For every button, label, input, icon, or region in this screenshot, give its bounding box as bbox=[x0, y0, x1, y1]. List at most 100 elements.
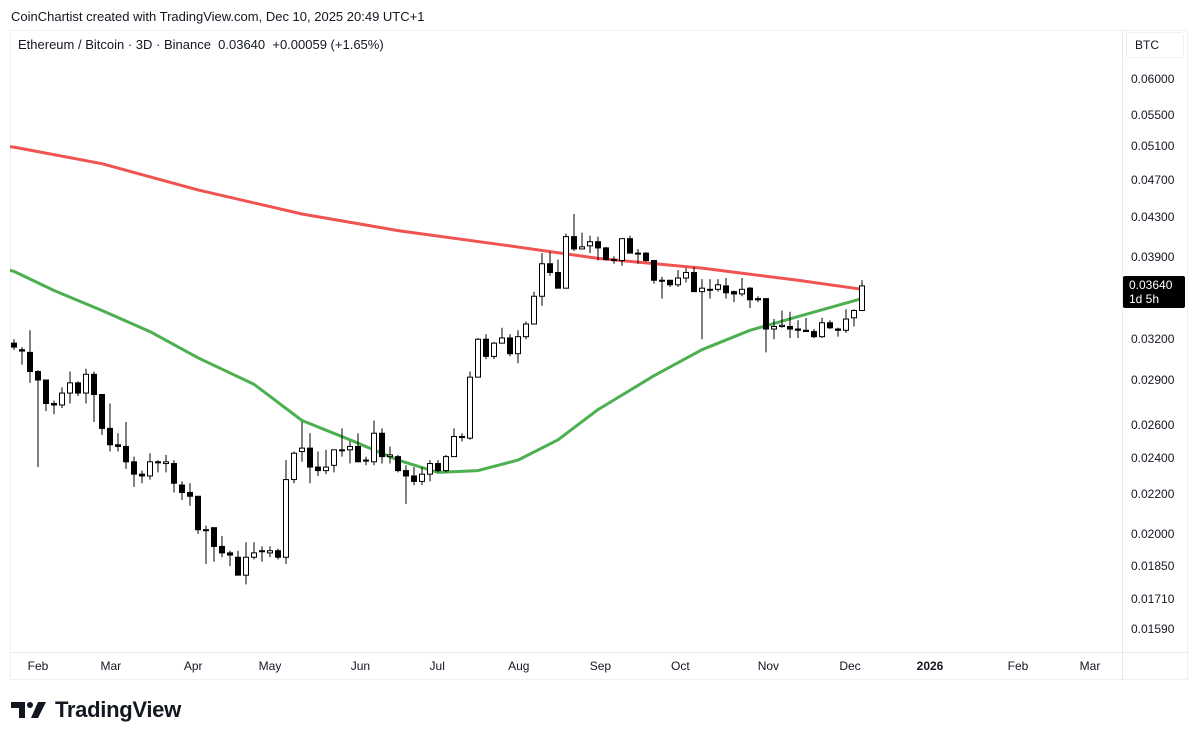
candle bbox=[611, 256, 617, 264]
currency-button[interactable]: BTC bbox=[1126, 32, 1184, 58]
candle-body-down bbox=[747, 287, 753, 301]
candle bbox=[803, 317, 809, 333]
candle bbox=[67, 371, 73, 404]
time-tick-label: Jul bbox=[429, 659, 445, 673]
candle-body-up bbox=[363, 459, 369, 462]
symbol-legend[interactable]: Ethereum / Bitcoin · 3D · Binance 0.0364… bbox=[18, 37, 384, 52]
candle-body-down bbox=[603, 247, 609, 260]
candle bbox=[619, 238, 625, 266]
candle bbox=[179, 481, 185, 501]
candle-body-down bbox=[187, 491, 193, 497]
candle-body-down bbox=[211, 527, 217, 547]
time-tick-label: Feb bbox=[1007, 659, 1029, 673]
candle bbox=[659, 276, 665, 299]
candle bbox=[787, 311, 793, 338]
price-tick-label: 0.04300 bbox=[1131, 209, 1175, 224]
candle bbox=[123, 422, 129, 469]
candle-body-down bbox=[651, 260, 657, 281]
candle-body-up bbox=[843, 318, 849, 331]
price-tick-label: 0.03200 bbox=[1131, 332, 1175, 347]
candle bbox=[227, 550, 233, 567]
candle-body-up bbox=[635, 252, 641, 255]
candle bbox=[459, 433, 465, 442]
candle bbox=[731, 290, 737, 303]
candle bbox=[451, 428, 457, 458]
candle-body-up bbox=[387, 454, 393, 458]
candle bbox=[251, 542, 257, 560]
candle-body-up bbox=[243, 556, 249, 576]
candle bbox=[163, 454, 169, 473]
price-tick-label: 0.05100 bbox=[1131, 139, 1175, 154]
candle-body-down bbox=[43, 379, 49, 404]
candle-body-up bbox=[539, 263, 545, 297]
candle bbox=[187, 483, 193, 506]
candle-body-up bbox=[659, 279, 665, 282]
tradingview-logo[interactable]: TradingView bbox=[11, 697, 181, 723]
candle bbox=[371, 420, 377, 466]
candle-body-up bbox=[371, 432, 377, 463]
candle bbox=[283, 460, 289, 564]
candle-body-up bbox=[331, 449, 337, 466]
candle bbox=[707, 279, 713, 299]
candle-body-up bbox=[451, 436, 457, 458]
last-price-tag: 0.03640 1d 5h bbox=[1123, 276, 1185, 308]
ma-line-red[interactable] bbox=[6, 145, 863, 291]
candle-body-up bbox=[531, 295, 537, 325]
candle bbox=[643, 252, 649, 262]
time-tick-label: 2026 bbox=[916, 659, 944, 673]
candle bbox=[699, 279, 705, 340]
candle-body-down bbox=[755, 298, 761, 301]
candle-body-down bbox=[171, 463, 177, 484]
candle-body-up bbox=[59, 392, 65, 406]
candle-body-down bbox=[355, 445, 361, 463]
candle-body-down bbox=[27, 351, 33, 373]
candle bbox=[563, 233, 569, 289]
candle-body-down bbox=[107, 427, 113, 446]
candle-body-up bbox=[499, 337, 505, 344]
candle-body-up bbox=[283, 479, 289, 558]
candle-body-down bbox=[379, 432, 385, 458]
candle-body-up bbox=[467, 376, 473, 439]
candle-body-down bbox=[11, 342, 17, 348]
time-tick-label: Mar bbox=[100, 659, 122, 673]
price-tick-label: 0.05500 bbox=[1131, 108, 1175, 123]
candle bbox=[107, 403, 113, 452]
candle bbox=[523, 321, 529, 340]
tradingview-logo-text: TradingView bbox=[55, 697, 181, 722]
candle bbox=[43, 379, 49, 412]
candle bbox=[379, 428, 385, 464]
candle-body-up bbox=[739, 288, 745, 295]
candle-body-down bbox=[307, 447, 313, 468]
chart-frame bbox=[10, 30, 1188, 680]
candle-body-down bbox=[315, 466, 321, 472]
candle-body-up bbox=[291, 452, 297, 481]
candle-body-down bbox=[123, 445, 129, 463]
candle-body-down bbox=[51, 402, 57, 406]
candle-body-up bbox=[715, 284, 721, 290]
candle bbox=[275, 548, 281, 560]
candle bbox=[651, 260, 657, 284]
candle-body-up bbox=[67, 382, 73, 394]
candle-body-up bbox=[339, 449, 345, 452]
candle-body-up bbox=[251, 552, 257, 558]
ma-line-green[interactable] bbox=[6, 268, 863, 474]
candle bbox=[779, 310, 785, 328]
candle bbox=[595, 236, 601, 261]
candle-body-down bbox=[827, 322, 833, 329]
candle-body-down bbox=[835, 328, 841, 331]
candle-body-up bbox=[299, 447, 305, 453]
time-tick-label: Feb bbox=[27, 659, 49, 673]
candle bbox=[515, 330, 521, 364]
candle bbox=[667, 279, 673, 288]
candle bbox=[483, 334, 489, 360]
candle-body-up bbox=[147, 461, 153, 477]
candle-body-down bbox=[139, 473, 145, 477]
candle-body-up bbox=[579, 246, 585, 250]
candle-body-up bbox=[675, 277, 681, 286]
candle bbox=[467, 371, 473, 440]
candle-body-up bbox=[523, 323, 529, 338]
candle bbox=[547, 252, 553, 276]
time-tick-label: Aug bbox=[508, 659, 530, 673]
candle bbox=[755, 296, 761, 303]
